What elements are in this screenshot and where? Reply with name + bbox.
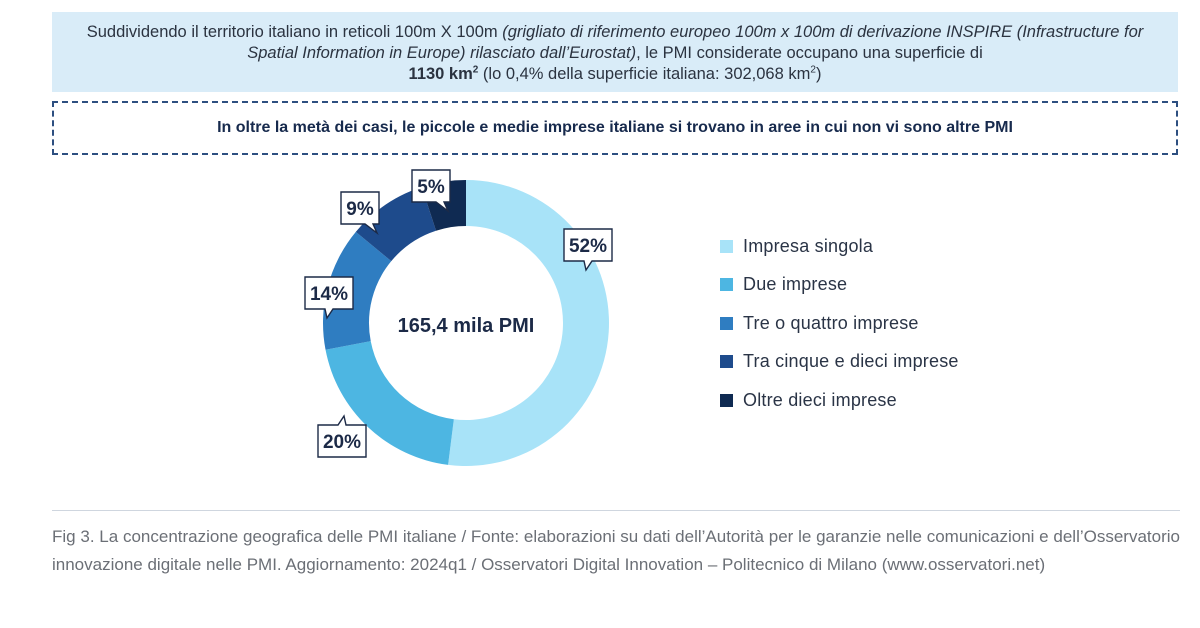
highlight-box: In oltre la metà dei casi, le piccole e … bbox=[52, 101, 1178, 155]
callout-box bbox=[411, 169, 451, 214]
callout-box bbox=[340, 191, 380, 236]
figure-caption: Fig 3. La concentrazione geografica dell… bbox=[52, 510, 1180, 579]
intro-text-box: Suddividendo il territorio italiano in r… bbox=[52, 12, 1178, 92]
surface-value: 1130 km2 bbox=[408, 64, 479, 83]
callout-text: 9% bbox=[346, 199, 374, 220]
intro-text-2: , le PMI considerate occupano una superf… bbox=[636, 44, 983, 62]
legend-label: Tra cinque e dieci imprese bbox=[743, 351, 959, 372]
legend-item: Oltre dieci imprese bbox=[720, 381, 959, 420]
intro-text-italic: (grigliato di riferimento europeo 100m x… bbox=[247, 23, 1144, 62]
donut-slice-4 bbox=[355, 186, 437, 262]
legend-label: Oltre dieci imprese bbox=[743, 389, 897, 410]
value-label-1: 52% bbox=[563, 228, 613, 272]
legend-item: Due imprese bbox=[720, 266, 959, 305]
donut-slice-3 bbox=[323, 231, 392, 350]
donut-slice-2 bbox=[325, 341, 454, 465]
unit-superscript: 2 bbox=[810, 64, 816, 76]
legend-item: Tre o quattro imprese bbox=[720, 304, 959, 343]
highlight-text: In oltre la metà dei casi, le piccole e … bbox=[217, 119, 1013, 136]
intro-text: Suddividendo il territorio italiano in r… bbox=[86, 23, 503, 41]
legend-label: Impresa singola bbox=[743, 235, 874, 256]
legend-swatch bbox=[720, 393, 733, 407]
callout-box bbox=[317, 414, 367, 458]
callout-text: 20% bbox=[323, 432, 361, 453]
legend-label: Tre o quattro imprese bbox=[743, 312, 919, 333]
intro-text-3: (lo 0,4% della superficie italiana: 302,… bbox=[478, 65, 811, 83]
legend-label: Due imprese bbox=[743, 274, 848, 295]
callout-box bbox=[563, 228, 613, 272]
value-label-2: 20% bbox=[317, 414, 367, 458]
value-callouts: 52% 20% 14% 9% 5% bbox=[304, 169, 613, 458]
legend-swatch bbox=[720, 278, 733, 292]
legend-swatch bbox=[720, 316, 733, 330]
callout-text: 52% bbox=[569, 236, 607, 257]
donut-chart: 52% 20% 14% 9% 5% 165,4 mila PMI bbox=[304, 169, 613, 466]
callout-text: 5% bbox=[417, 177, 445, 198]
center-label: 165,4 mila PMI bbox=[398, 315, 535, 337]
callout-text: 14% bbox=[310, 284, 348, 305]
value-label-3: 14% bbox=[304, 276, 354, 320]
intro-text-4: ) bbox=[815, 65, 822, 83]
value-label-5: 5% bbox=[411, 169, 451, 214]
legend-item: Tra cinque e dieci imprese bbox=[720, 343, 959, 382]
legend-swatch bbox=[720, 355, 733, 369]
value-label-4: 9% bbox=[340, 191, 380, 236]
callout-box bbox=[304, 276, 354, 320]
legend-item: Impresa singola bbox=[720, 227, 959, 266]
chart-legend: Impresa singola Due imprese Tre o quattro … bbox=[720, 227, 959, 420]
legend-swatch bbox=[720, 239, 733, 253]
